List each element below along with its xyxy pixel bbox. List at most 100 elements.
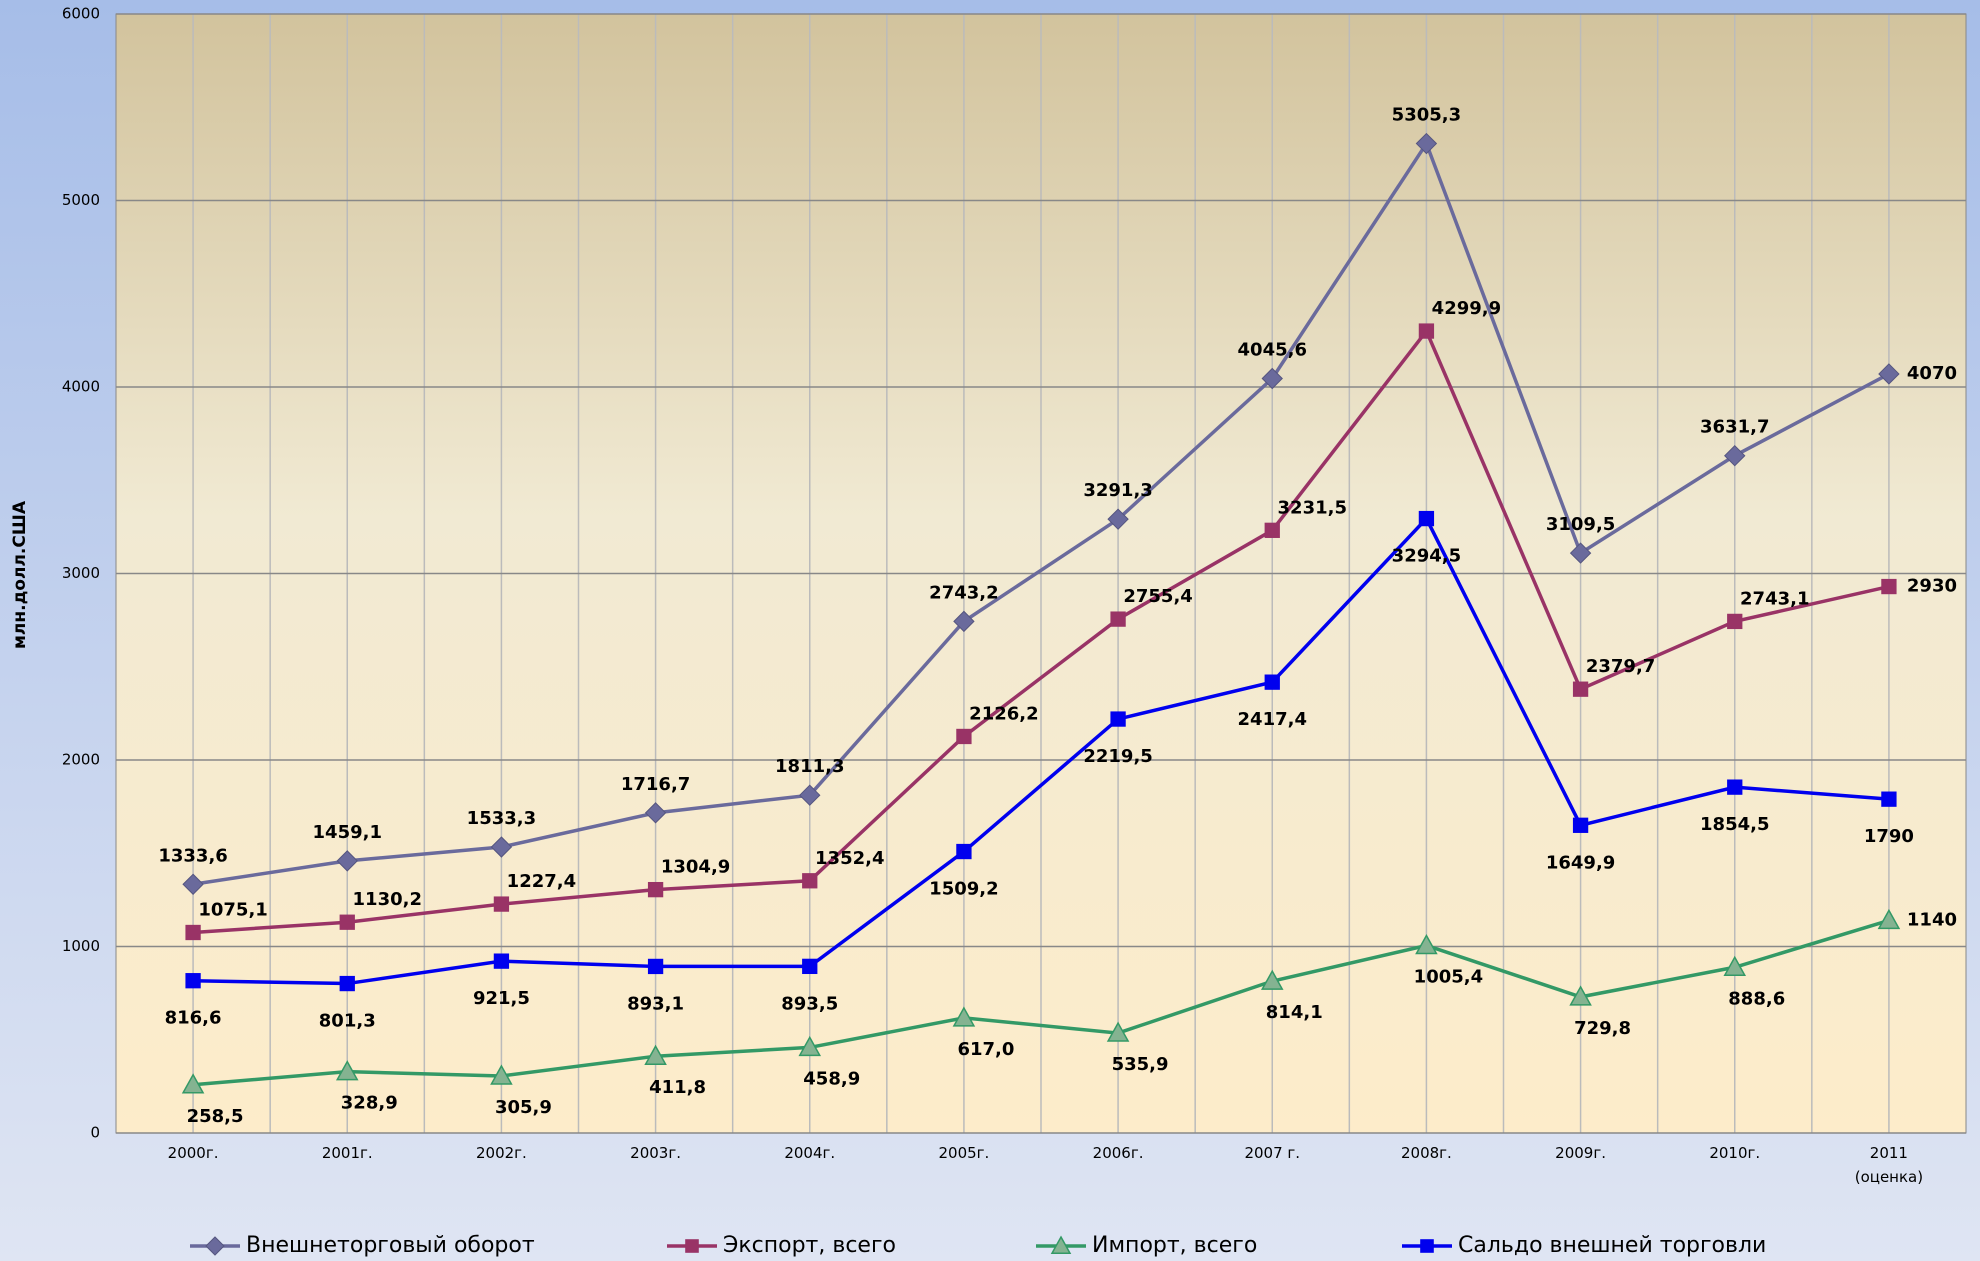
- marker: [1727, 779, 1743, 795]
- data-label: 535,9: [1112, 1054, 1169, 1075]
- marker: [798, 1035, 822, 1057]
- marker: [1264, 522, 1280, 538]
- y-tick-label: 3000: [62, 564, 100, 582]
- marker: [1878, 363, 1900, 385]
- data-label: 1075,1: [198, 899, 267, 920]
- marker: [647, 958, 664, 975]
- marker: [1723, 955, 1747, 977]
- legend-label: Внешнеторговый оборот: [246, 1233, 535, 1258]
- data-label: 1352,4: [815, 848, 884, 869]
- data-label: 1790: [1864, 826, 1914, 847]
- marker: [1881, 578, 1897, 595]
- legend-marker: [205, 1236, 225, 1256]
- data-label: 3109,5: [1546, 514, 1615, 535]
- x-tick-label: 2004г.: [784, 1144, 836, 1162]
- y-tick-label: 6000: [62, 5, 100, 23]
- data-label: 1333,6: [158, 845, 227, 866]
- x-tick-label: 2002г.: [475, 1144, 527, 1162]
- marker: [1877, 908, 1901, 930]
- marker: [181, 1073, 205, 1094]
- data-label: 411,8: [649, 1077, 706, 1098]
- data-label: 2379,7: [1586, 656, 1655, 677]
- data-label: 2743,2: [929, 582, 998, 603]
- marker: [1724, 444, 1746, 467]
- marker: [1261, 367, 1283, 390]
- marker: [1264, 674, 1280, 690]
- series-line: [192, 918, 1890, 1087]
- series-line: [193, 515, 1890, 986]
- marker: [1110, 611, 1126, 627]
- marker: [1569, 542, 1592, 564]
- x-tick-label: 2006г.: [1092, 1144, 1144, 1162]
- legend-marker: [1420, 1239, 1434, 1253]
- data-label: 328,9: [341, 1093, 398, 1114]
- data-label: 258,5: [187, 1106, 244, 1127]
- marker: [802, 958, 818, 975]
- data-label: 893,5: [781, 993, 838, 1014]
- data-label: 1649,9: [1546, 852, 1615, 873]
- data-label: 801,3: [319, 1011, 376, 1032]
- marker: [647, 881, 664, 898]
- data-label: 921,5: [473, 988, 530, 1009]
- marker: [1727, 613, 1743, 630]
- y-tick-label: 5000: [62, 191, 100, 209]
- data-label: 305,9: [495, 1097, 552, 1118]
- data-label: 3294,5: [1392, 546, 1461, 567]
- y-tick-label: 4000: [62, 378, 100, 396]
- data-label: 458,9: [803, 1068, 860, 1089]
- marker: [1418, 323, 1435, 339]
- marker: [185, 924, 201, 941]
- data-label: 1509,2: [929, 879, 998, 900]
- legend-label: Экспорт, всего: [723, 1233, 896, 1258]
- legend-marker: [685, 1239, 699, 1253]
- x-tick-label: 2003г.: [630, 1144, 681, 1162]
- data-label: 4299,9: [1432, 298, 1501, 319]
- legend-label: Импорт, всего: [1092, 1233, 1257, 1258]
- series-line: [192, 139, 1890, 887]
- marker: [1569, 985, 1592, 1006]
- data-label: 814,1: [1266, 1002, 1323, 1023]
- marker: [1881, 791, 1897, 807]
- data-label: 1533,3: [467, 808, 536, 829]
- data-label: 1304,9: [661, 857, 730, 878]
- marker: [490, 836, 513, 858]
- y-axis-label: млн.долл.США: [10, 500, 30, 649]
- y-tick-label: 2000: [62, 751, 100, 769]
- data-label: 729,8: [1574, 1018, 1631, 1039]
- data-label: 3231,5: [1278, 497, 1347, 518]
- data-label: 2743,1: [1740, 588, 1809, 609]
- marker: [336, 850, 358, 872]
- y-tick-label: 0: [90, 1124, 100, 1142]
- marker: [953, 610, 975, 633]
- marker: [493, 896, 510, 912]
- x-tick-label: 2010г.: [1709, 1144, 1761, 1162]
- data-label: 2930: [1907, 576, 1957, 597]
- marker: [182, 873, 204, 895]
- marker: [952, 1006, 976, 1027]
- marker: [185, 973, 201, 989]
- x-tick-label: 2009г.: [1555, 1144, 1606, 1162]
- marker: [1260, 969, 1284, 990]
- data-label: 893,1: [627, 993, 684, 1014]
- data-label: 2755,4: [1123, 586, 1192, 607]
- data-label: 1854,5: [1700, 814, 1769, 835]
- data-label: 1227,4: [507, 871, 576, 892]
- y-tick-label: 1000: [62, 937, 100, 955]
- marker: [956, 728, 972, 745]
- x-tick-label: 2001г.: [321, 1144, 373, 1162]
- data-label: 816,6: [165, 1008, 222, 1029]
- marker: [1415, 132, 1438, 155]
- marker: [1572, 817, 1589, 833]
- data-label: 4045,6: [1238, 339, 1307, 360]
- marker: [490, 1064, 513, 1085]
- marker: [1106, 1021, 1130, 1042]
- x-tick-label: 2005г.: [938, 1144, 990, 1162]
- marker: [644, 802, 667, 824]
- data-label: 3291,3: [1083, 480, 1152, 501]
- marker: [1572, 681, 1589, 697]
- marker: [956, 843, 972, 860]
- x-tick-label: 2011 (оценка): [1854, 1144, 1924, 1186]
- series-line: [192, 327, 1890, 935]
- data-label: 617,0: [957, 1039, 1014, 1060]
